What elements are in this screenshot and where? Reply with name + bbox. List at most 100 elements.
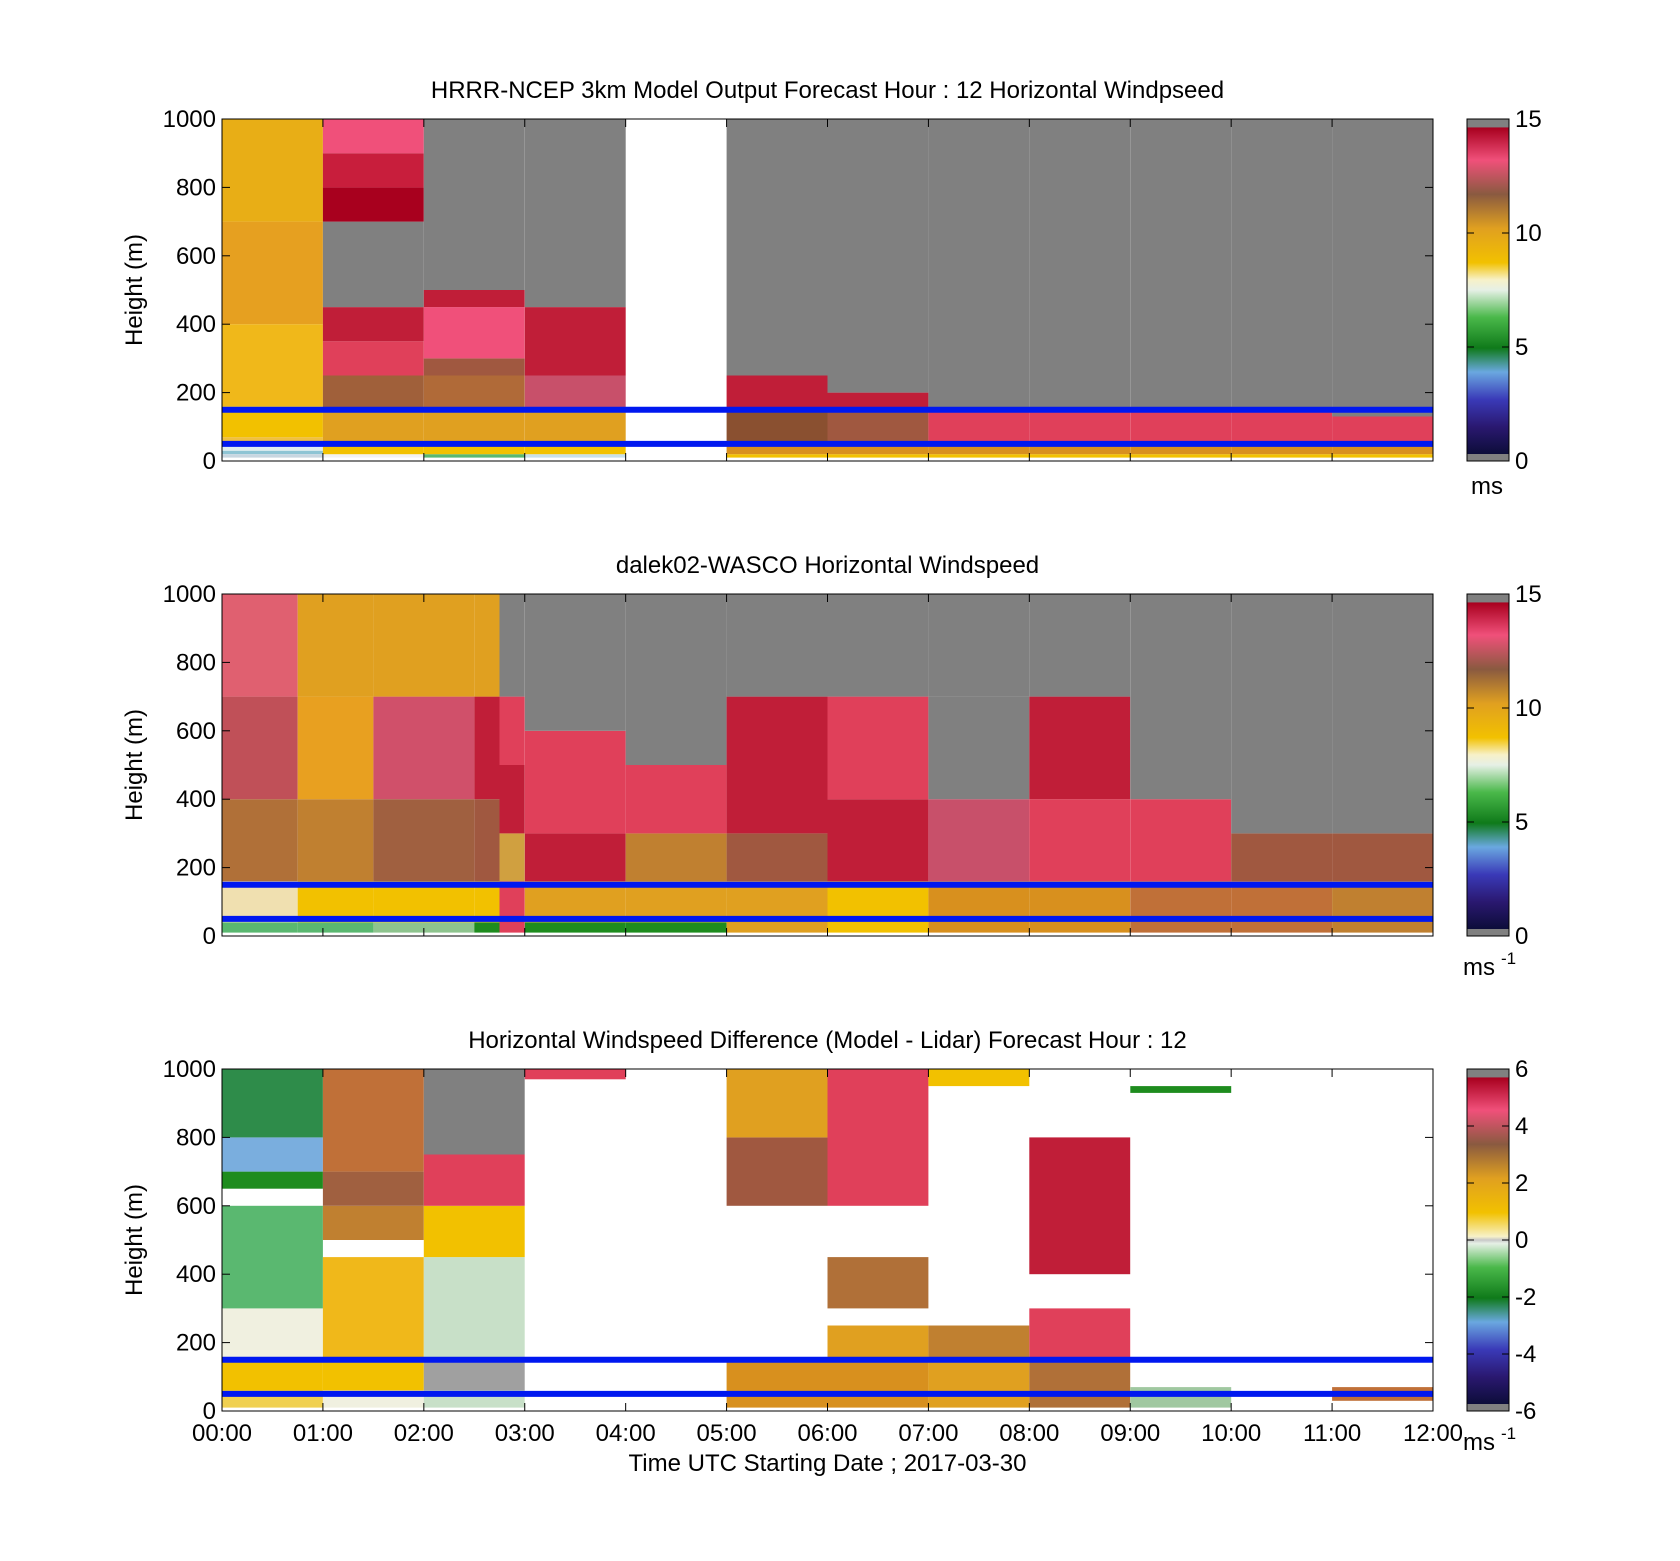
x-tick-label: 06:00 bbox=[797, 1420, 857, 1447]
heatmap-cell-4-2 bbox=[499, 765, 525, 834]
heatmap-cell-8-1 bbox=[1130, 443, 1232, 455]
chart-title: HRRR-NCEP 3km Model Output Forecast Hour… bbox=[431, 77, 1224, 104]
heatmap-cell-2-5 bbox=[423, 1069, 525, 1155]
heatmap-cell-6-2 bbox=[625, 833, 727, 882]
heatmap-cell-1-1 bbox=[322, 1359, 424, 1391]
heatmap-cell-5-2 bbox=[524, 833, 626, 882]
y-tick-label: 0 bbox=[203, 923, 216, 950]
colorbar-tick-label: -2 bbox=[1515, 1284, 1536, 1311]
heatmap-cell-6-2 bbox=[928, 1069, 1030, 1087]
panel-1: 0 200 400 600 800 1000 HRRR-NCEP 3km Model Out… bbox=[121, 77, 1542, 500]
heatmap-cell-5-3 bbox=[827, 392, 929, 410]
colorbar-tick-label: 2 bbox=[1515, 1170, 1528, 1197]
colorbar-unit: ms bbox=[1463, 954, 1495, 981]
panel-3: 0 200 400 600 800 1000 00:00 01:00 02:00 03:00 04:… bbox=[121, 1027, 1536, 1477]
colorbar bbox=[1466, 593, 1510, 937]
heatmap-cell-1-5 bbox=[322, 307, 424, 342]
heatmap-cell-8-3 bbox=[1130, 119, 1232, 410]
heatmap-cell-8-3 bbox=[827, 594, 929, 697]
heatmap-cell-5-0 bbox=[827, 1359, 929, 1408]
heatmap-cell-7-1 bbox=[1029, 1308, 1131, 1360]
heatmap-cell-2-3 bbox=[423, 375, 525, 410]
heatmap-cell-2-1 bbox=[423, 1359, 525, 1391]
colorbar bbox=[1466, 118, 1510, 462]
heatmap-cell-4-4 bbox=[726, 119, 828, 376]
heatmap-cell-2-5 bbox=[423, 307, 525, 359]
heatmap-cell-1-4 bbox=[322, 341, 424, 376]
heatmap-cell-7-2 bbox=[1029, 1137, 1131, 1275]
heatmap-cell-4-4 bbox=[499, 594, 525, 697]
colorbar-tick-label: 15 bbox=[1515, 581, 1542, 608]
y-tick-label: 0 bbox=[203, 1398, 216, 1425]
heatmap-cell-7-3 bbox=[1029, 119, 1131, 410]
heatmap-cell-3-0 bbox=[474, 922, 500, 933]
heatmap-cell-7-3 bbox=[726, 594, 828, 697]
y-tick-label: 400 bbox=[176, 1261, 216, 1288]
y-tick-label: 1000 bbox=[163, 106, 216, 133]
heatmap-cell-7-0 bbox=[1029, 1359, 1131, 1408]
heatmap-cell-8-0 bbox=[1130, 1387, 1232, 1408]
heatmap-cell-10-3 bbox=[1029, 594, 1131, 697]
heatmap-cell-10-1 bbox=[1029, 799, 1131, 882]
colorbar-unit: ms bbox=[1471, 473, 1503, 500]
heatmap-cell-5-0 bbox=[827, 454, 929, 458]
y-tick-label: 600 bbox=[176, 243, 216, 270]
heatmap-cell-3-0 bbox=[524, 1069, 626, 1080]
y-tick-label: 400 bbox=[176, 786, 216, 813]
colorbar-tick-label: 10 bbox=[1515, 695, 1542, 722]
heatmap-cell-0-4 bbox=[222, 1171, 323, 1189]
heatmap-cell-0-1 bbox=[222, 1359, 323, 1391]
heatmap-cell-4-2 bbox=[726, 1069, 828, 1138]
x-tick-label: 07:00 bbox=[898, 1420, 958, 1447]
y-tick-label: 400 bbox=[176, 311, 216, 338]
x-tick-label: 01:00 bbox=[293, 1420, 353, 1447]
heatmap-cell-0-2 bbox=[222, 1308, 323, 1360]
heatmap-cell-4-1 bbox=[499, 833, 525, 882]
heatmap-cell-9-3 bbox=[1231, 119, 1333, 410]
heatmap-cell-2-2 bbox=[423, 1257, 525, 1360]
heatmap-cell-12-2 bbox=[1231, 594, 1333, 834]
heatmap-cell-4-1 bbox=[726, 1137, 828, 1206]
heatmap-cell-6-4 bbox=[625, 594, 727, 765]
heatmap-cell-3-2 bbox=[524, 409, 626, 444]
heatmap-cell-13-2 bbox=[1332, 594, 1433, 834]
heatmap-cell-6-1 bbox=[928, 443, 1030, 455]
heatmap-cells bbox=[222, 1069, 1433, 1408]
heatmap-cell-8-0 bbox=[1130, 454, 1232, 458]
heatmap-cell-10-1 bbox=[1332, 443, 1433, 455]
heatmap-cell-0-0 bbox=[222, 922, 298, 933]
heatmap-cell-10-2 bbox=[1029, 696, 1131, 800]
heatmap-cell-4-0 bbox=[499, 881, 525, 933]
chart-title: Horizontal Windspeed Difference (Model -… bbox=[468, 1027, 1187, 1054]
heatmap-cell-2-0 bbox=[373, 922, 475, 933]
colorbar-tick-label: 4 bbox=[1515, 1113, 1528, 1140]
heatmap-cell-1-9 bbox=[322, 119, 424, 154]
heatmap-cell-1-6 bbox=[322, 221, 424, 308]
heatmap-cell-1-2 bbox=[322, 1257, 424, 1360]
heatmap-cell-2-7 bbox=[423, 119, 525, 290]
heatmap-cell-9-1 bbox=[1231, 443, 1333, 455]
heatmap-cells bbox=[222, 119, 1433, 458]
heatmap-cell-0-3 bbox=[222, 1205, 323, 1309]
heatmap-cell-6-3 bbox=[625, 765, 727, 834]
heatmap-cell-1-4 bbox=[297, 594, 374, 697]
heatmap-cell-9-0 bbox=[928, 881, 1030, 933]
x-tick-label: 03:00 bbox=[495, 1420, 555, 1447]
heatmap-cell-7-1 bbox=[726, 833, 828, 882]
x-tick-label: 05:00 bbox=[697, 1420, 757, 1447]
chart-title: dalek02-WASCO Horizontal Windspeed bbox=[616, 552, 1039, 579]
colorbar-tick-label: 5 bbox=[1515, 809, 1528, 836]
x-tick-label: 12:00 bbox=[1403, 1420, 1463, 1447]
colorbar-tick-label: -6 bbox=[1515, 1398, 1536, 1425]
heatmap-cell-1-3 bbox=[322, 375, 424, 410]
heatmap-cell-0-1 bbox=[222, 881, 298, 923]
heatmap-cell-0-1 bbox=[222, 450, 323, 455]
heatmap-cell-10-0 bbox=[1332, 454, 1433, 458]
heatmap-cell-2-3 bbox=[423, 1205, 525, 1258]
y-tick-label: 200 bbox=[176, 380, 216, 407]
heatmap-cell-0-3 bbox=[222, 696, 298, 800]
heatmap-cell-3-5 bbox=[524, 119, 626, 308]
heatmap-cell-3-3 bbox=[524, 375, 626, 410]
heatmap-cell-6-0 bbox=[625, 922, 727, 933]
